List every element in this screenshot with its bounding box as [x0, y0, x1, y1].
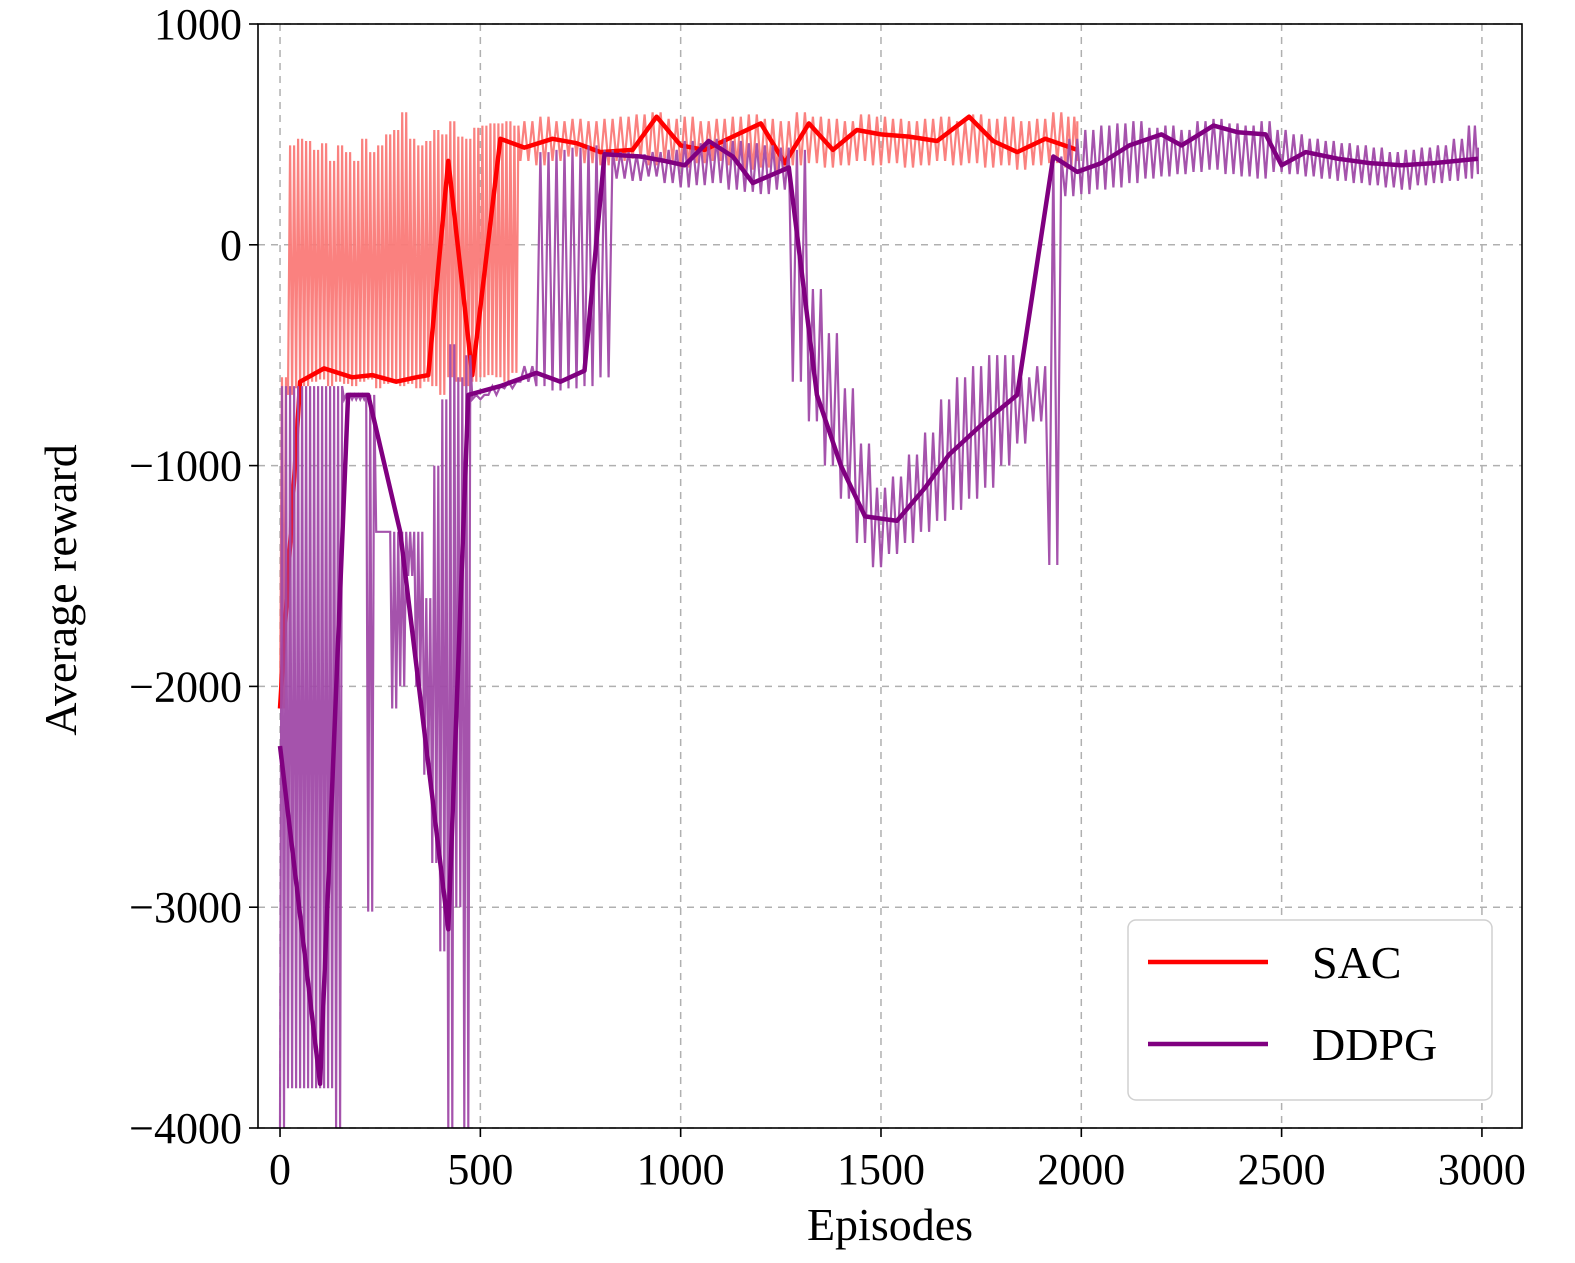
y-tick-label: −4000	[129, 1104, 242, 1153]
x-tick-label: 3000	[1438, 1145, 1526, 1194]
x-tick-label: 1500	[837, 1145, 925, 1194]
y-tick-label: −3000	[129, 883, 242, 932]
x-tick-label: 2000	[1037, 1145, 1125, 1194]
y-axis-title: Average reward	[35, 444, 86, 736]
y-tick-label: 1000	[154, 0, 242, 49]
y-tick-label: −1000	[129, 442, 242, 491]
axis-ticks: 0 500 1000 1500 2000 2500 3000 1000 0 −1000 −2000 −…	[129, 0, 1526, 1194]
legend-label-sac: SAC	[1312, 937, 1401, 988]
plot-frame	[257, 23, 1523, 1129]
raw-trace-ddpg	[278, 118, 1479, 1129]
x-tick-label: 500	[447, 1145, 513, 1194]
x-tick-label: 1000	[637, 1145, 725, 1194]
x-tick-label: 2500	[1238, 1145, 1326, 1194]
y-tick-label: 0	[220, 221, 242, 270]
x-axis-title: Episodes	[807, 1199, 973, 1250]
raw-trace-sac	[278, 112, 1079, 709]
legend: SAC DDPG	[1127, 919, 1493, 1101]
y-tick-label: −2000	[129, 662, 242, 711]
legend-label-ddpg: DDPG	[1312, 1019, 1437, 1070]
legend-box	[1127, 919, 1493, 1101]
x-tick-label: 0	[269, 1145, 291, 1194]
plot-area	[277, 112, 1479, 1129]
